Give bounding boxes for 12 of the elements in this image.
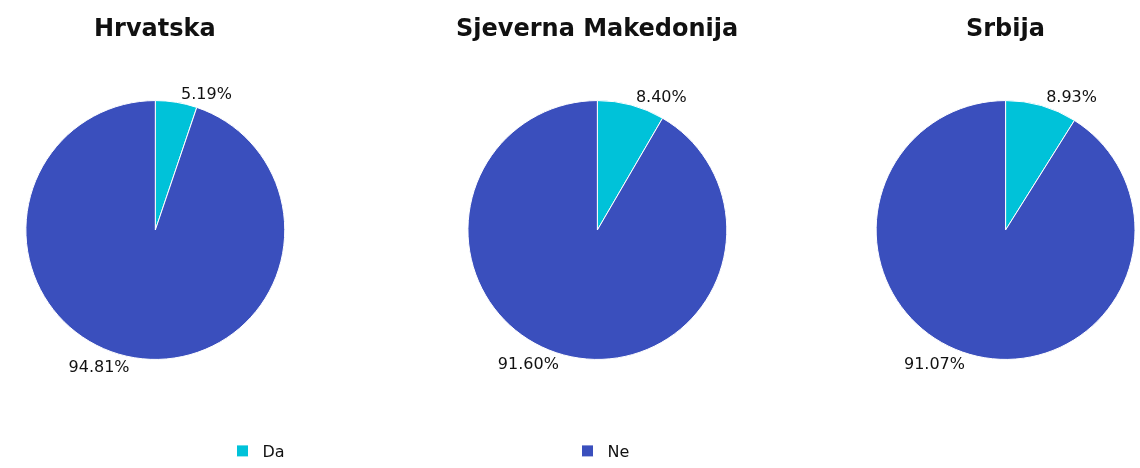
data-label: 91.60% <box>497 354 559 374</box>
data-label: 8.93% <box>1046 87 1097 107</box>
data-label: 5.19% <box>181 83 232 103</box>
legend-label: Ne <box>607 442 630 462</box>
data-label: 94.81% <box>68 357 130 377</box>
chart-title: Hrvatska <box>94 14 216 42</box>
chart-title: Srbija <box>966 14 1045 42</box>
data-label: 8.40% <box>635 86 687 106</box>
data-label: 91.07% <box>903 353 965 373</box>
legend-label: Da <box>262 442 285 462</box>
chart-title: Sjeverna Makedonija <box>456 14 739 42</box>
pie-slice <box>25 100 286 360</box>
